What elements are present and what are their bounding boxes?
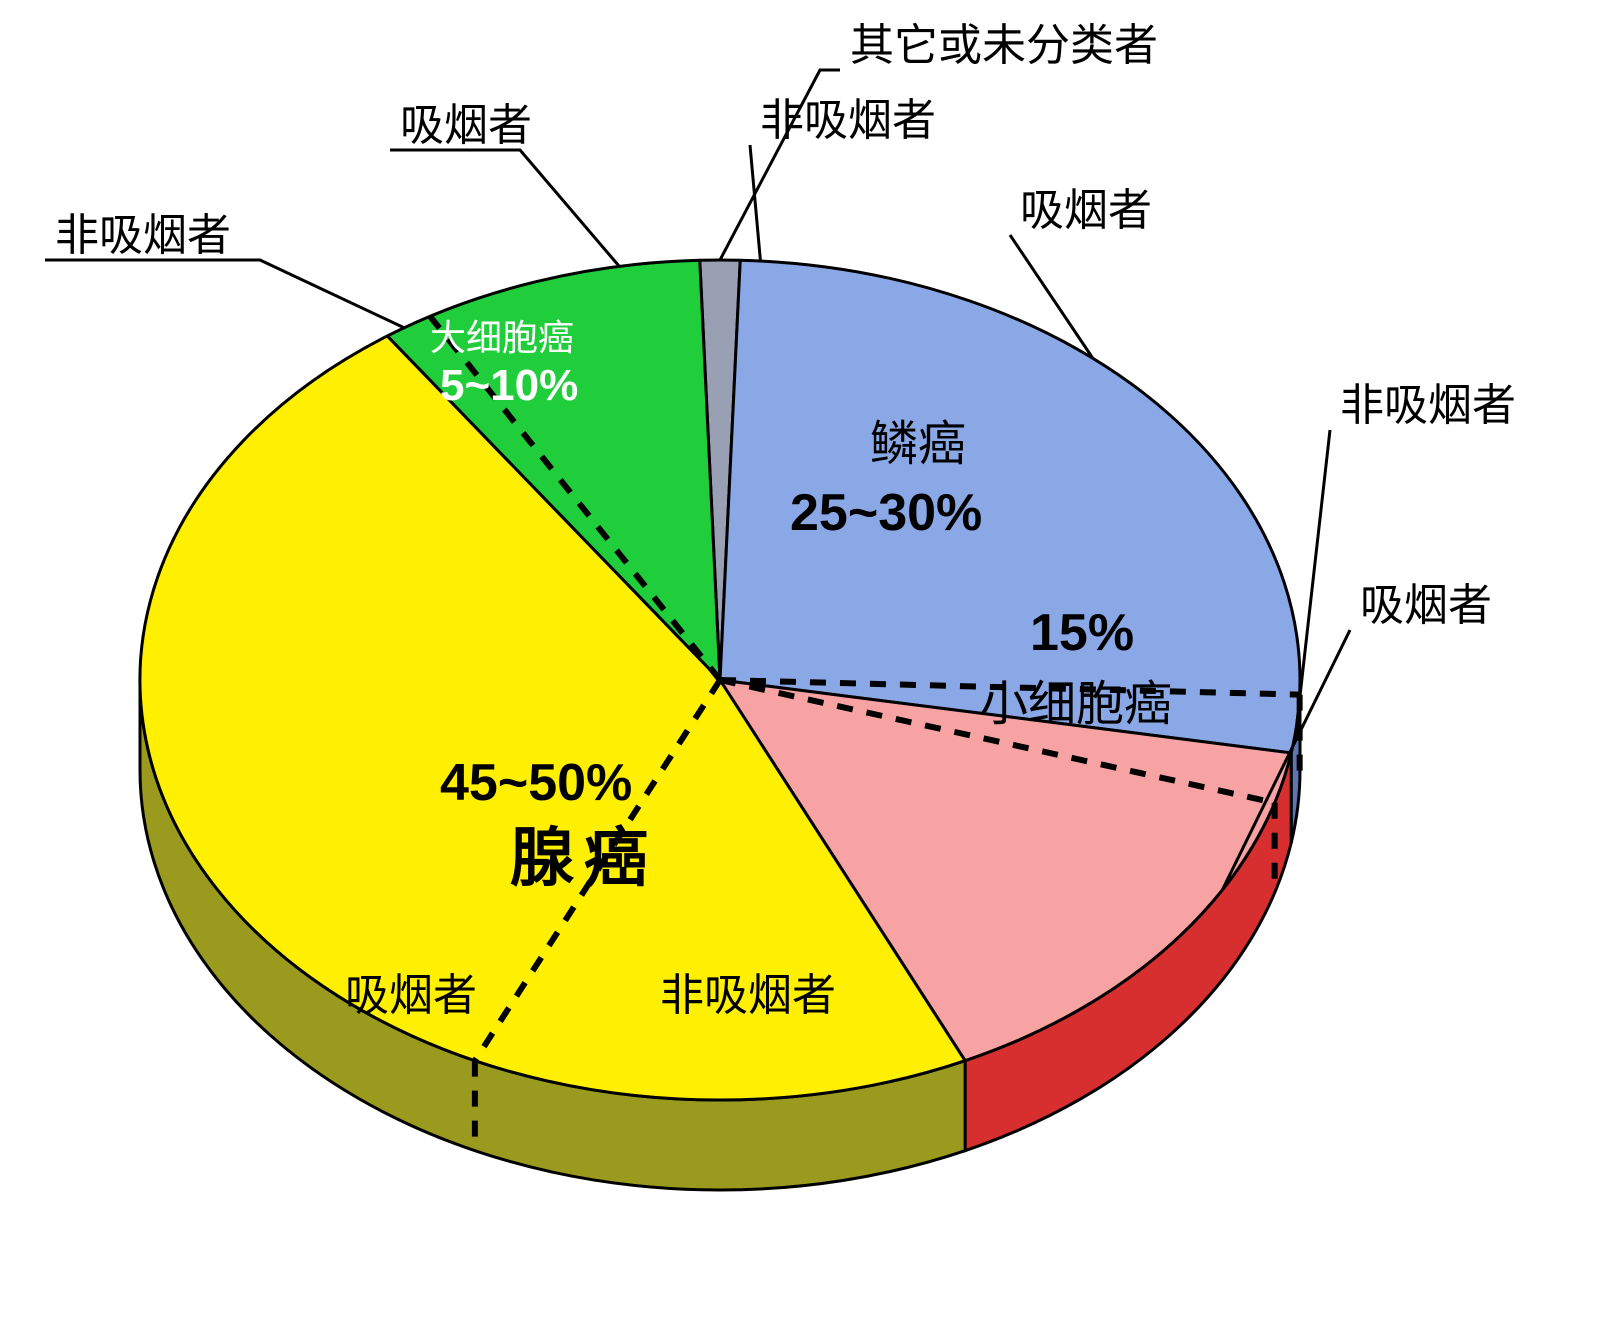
label-largecell-pct: 5~10% [440, 361, 578, 410]
callout-label-largecell-6: 非吸烟者 [55, 211, 231, 260]
callout-label-largecell-5: 吸烟者 [400, 101, 532, 150]
label-adeno-nonsmoker: 非吸烟者 [660, 971, 836, 1020]
callout-line-largecell-5 [390, 150, 619, 266]
label-squamous-name: 鳞癌 [870, 418, 966, 471]
callout-label-smallcell-4: 吸烟者 [1360, 581, 1492, 630]
label-adeno-smoker: 吸烟者 [345, 971, 477, 1020]
callout-label-squamous-2: 吸烟者 [1020, 186, 1152, 235]
label-smallcell-pct: 15% [1030, 604, 1134, 662]
callout-label-other-0: 其它或未分类者 [850, 21, 1158, 70]
callout-label-squamous-3: 非吸烟者 [1340, 381, 1516, 430]
label-adeno-name: 腺癌 [510, 822, 658, 894]
label-smallcell-name: 小细胞癌 [980, 678, 1172, 731]
pie-chart-3d: 其它或未分类者非吸烟者吸烟者非吸烟者吸烟者吸烟者非吸烟者鳞癌25~30%15%小… [0, 0, 1600, 1334]
callout-line-largecell-6 [45, 260, 404, 328]
label-largecell-name: 大细胞癌 [430, 317, 574, 358]
callout-label-squamous-1: 非吸烟者 [760, 96, 936, 145]
label-squamous-pct: 25~30% [790, 484, 982, 542]
label-adeno-pct: 45~50% [440, 754, 632, 812]
